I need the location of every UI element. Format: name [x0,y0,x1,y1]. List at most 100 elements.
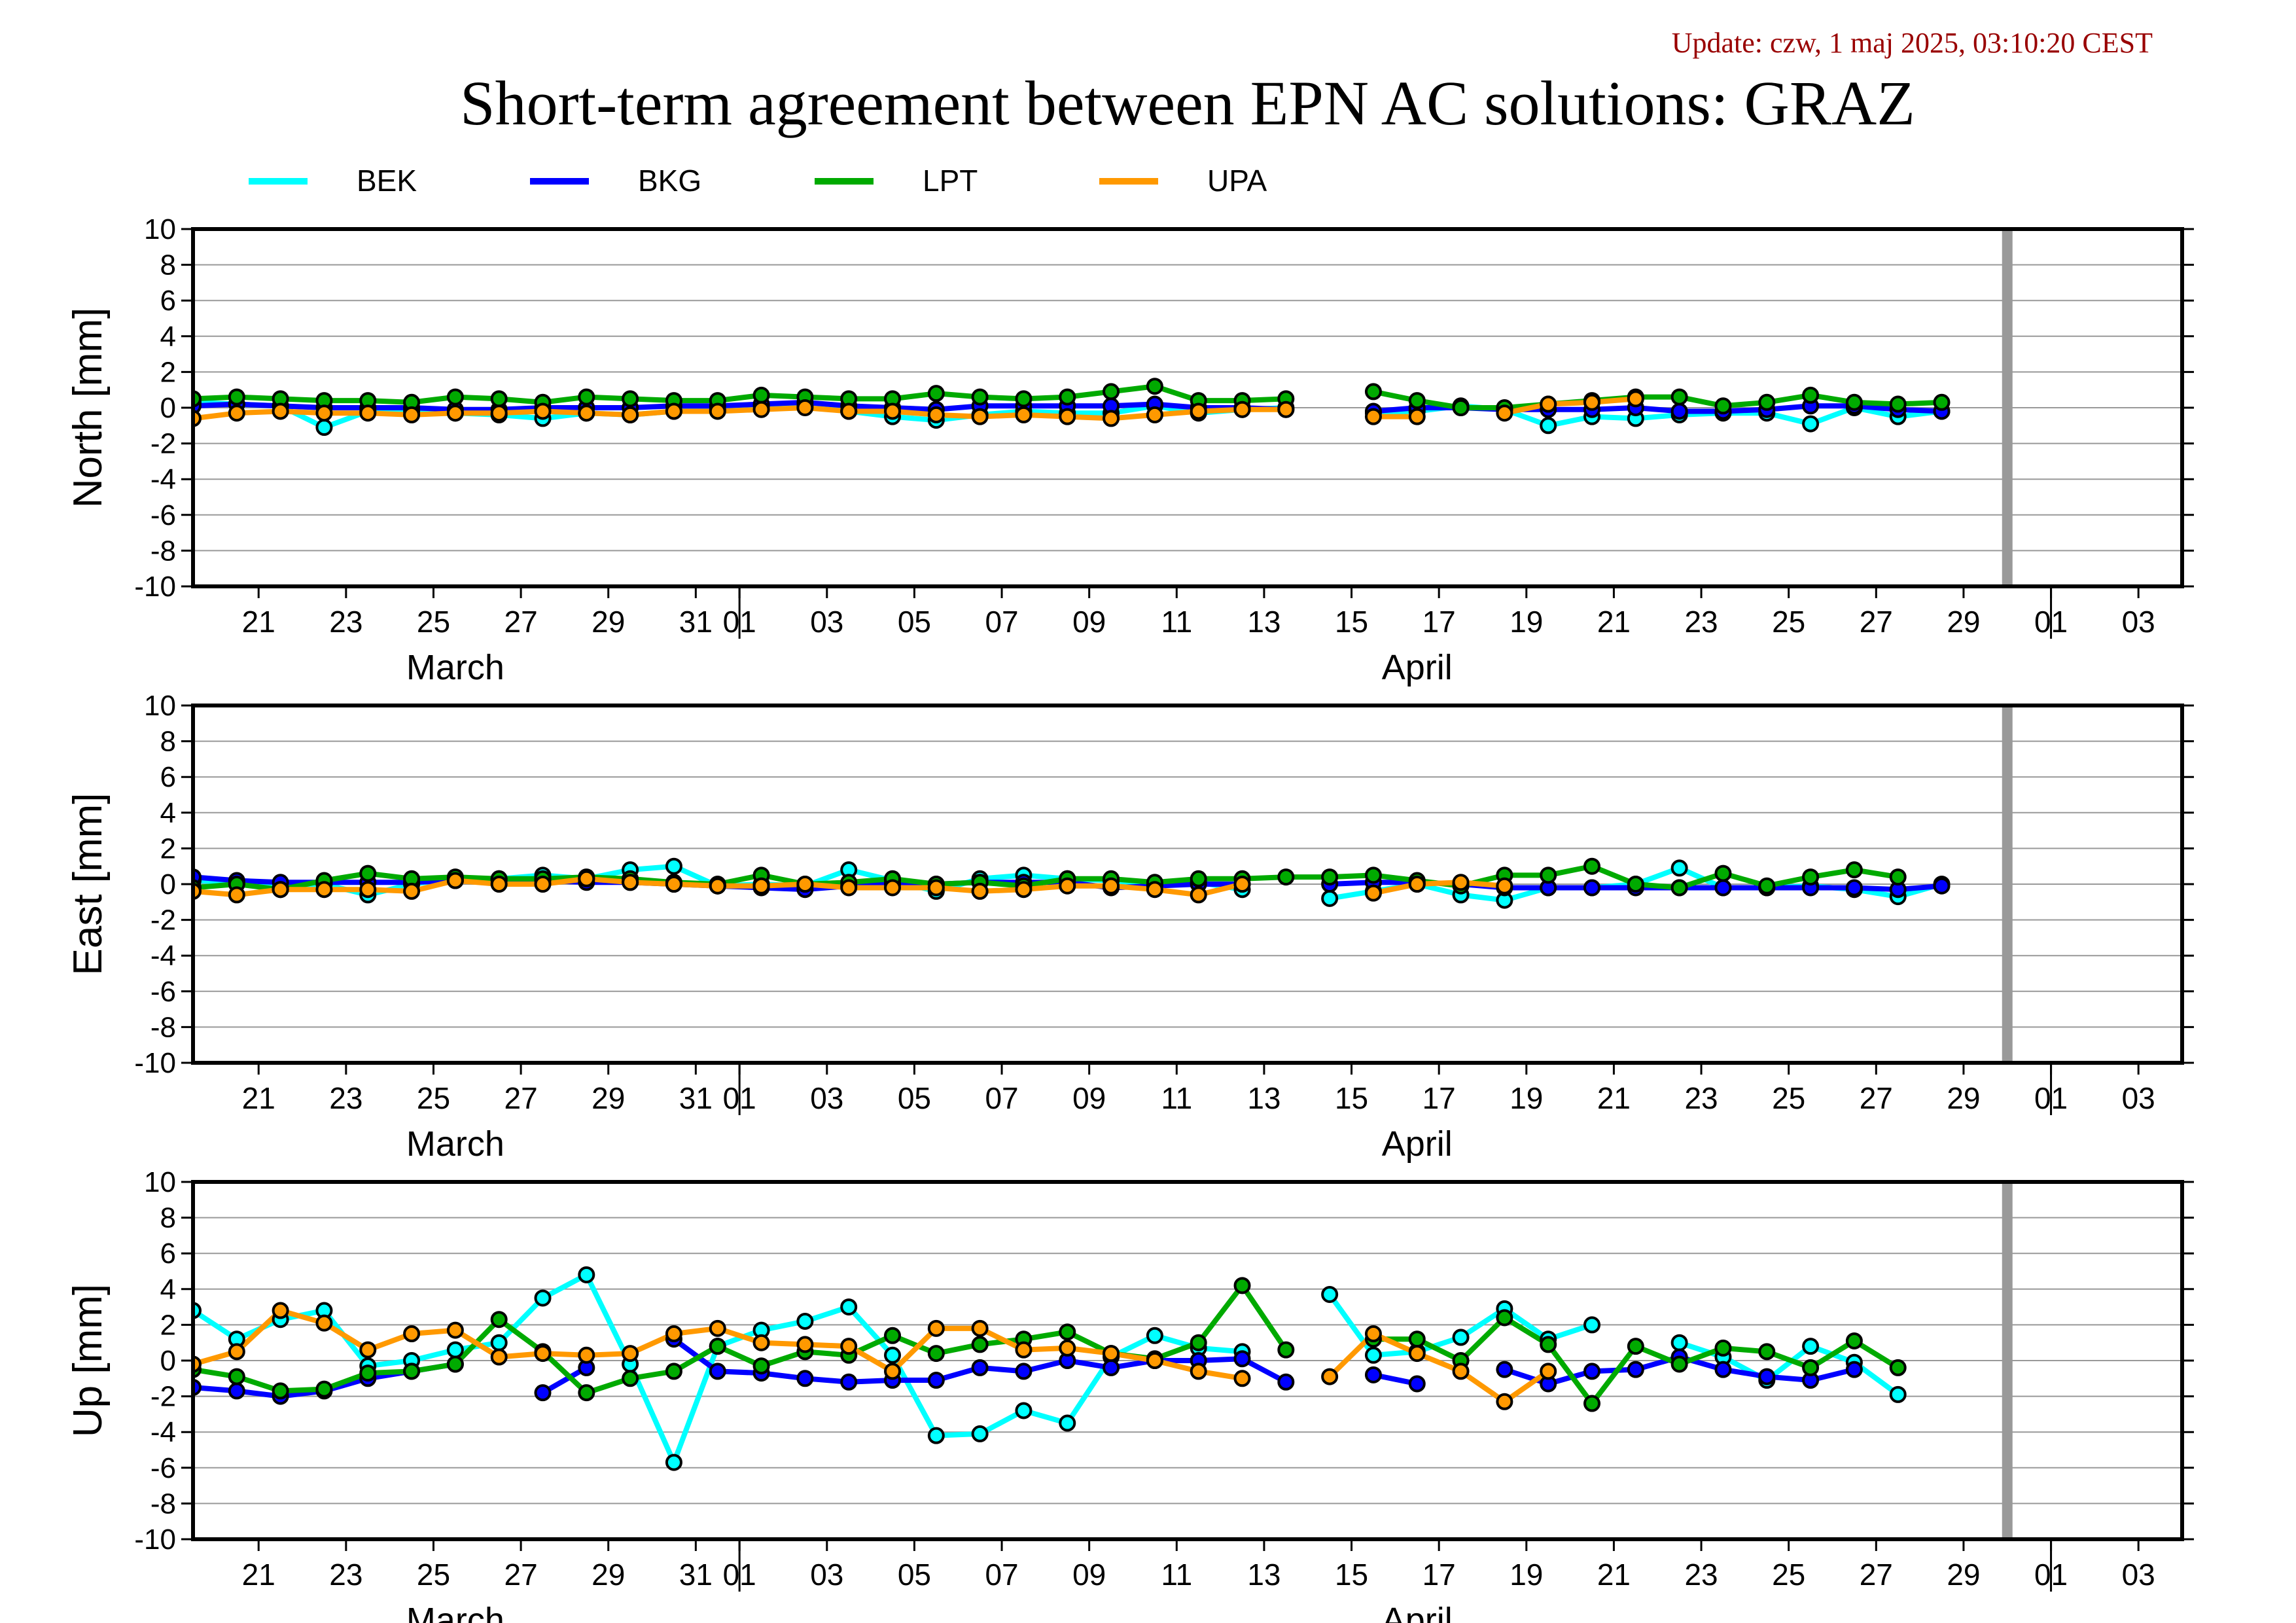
data-point-upa [446,1321,464,1339]
x-tick-label: 09 [1072,605,1106,639]
current-date-marker [2002,229,2013,586]
y-tick-label: -6 [150,976,176,1008]
data-point-bkg [1714,879,1732,897]
x-tick-label: 29 [592,1081,625,1115]
x-tick-label: 17 [1422,1081,1456,1115]
data-point-bkg [1277,1373,1295,1391]
y-tick-label: 8 [160,249,176,281]
data-point-bkg [1015,1363,1033,1380]
data-point-upa [1059,408,1076,425]
y-tick-label: -2 [150,904,176,936]
x-tick-label: 13 [1247,605,1280,639]
data-point-upa [796,399,814,416]
data-point-bkg [709,1363,726,1380]
x-tick-label: 13 [1247,1558,1280,1592]
x-tick-label: 25 [1772,1558,1805,1592]
y-axis-label: East [mm] [65,793,111,975]
data-point-lpt [1889,1359,1907,1376]
data-point-upa [622,874,639,891]
x-tick-label: 27 [504,1558,538,1592]
legend-item-lpt: LPT [815,164,978,198]
data-point-lpt [490,390,508,408]
data-point-lpt [1190,870,1207,887]
series-line-lpt [193,863,1899,893]
data-point-lpt [1758,1343,1776,1361]
x-tick-label: 11 [1161,1558,1192,1592]
y-tick-label: -8 [150,535,176,567]
data-point-upa [1015,881,1033,899]
data-point-lpt [622,390,639,408]
month-label: March [406,648,504,687]
data-point-upa [971,1319,989,1337]
legend-item-upa: UPA [1099,164,1267,198]
data-point-lpt [1845,393,1863,411]
plot-frame [191,227,2184,588]
data-point-lpt [272,1382,289,1400]
x-tick-label: 07 [985,1081,1018,1115]
data-point-upa [315,1314,333,1332]
data-point-upa [1408,1345,1426,1363]
x-tick-label: 11 [1161,605,1192,639]
data-point-lpt [446,388,464,406]
x-tick-label: 03 [810,605,843,639]
data-point-lpt [1802,386,1820,404]
data-point-upa [534,1345,552,1363]
x-tick-label: 29 [1947,1558,1980,1592]
x-tick-label: 21 [1597,1081,1631,1115]
x-tick-label: 05 [898,605,931,639]
legend-item-bkg: BKG [530,164,701,198]
y-tick-label: -2 [150,428,176,460]
data-point-upa [403,1325,421,1343]
data-point-lpt [1714,397,1732,415]
data-point-bek [971,1425,989,1442]
data-point-upa [971,882,989,900]
data-point-upa [665,876,682,893]
panel-north: -10 -8 -6 -4-2 0 24 6 8 10 North [mm] 21 23 25 27 29 31… [65,213,2194,687]
data-point-lpt [1845,1332,1863,1349]
plot-frame [191,704,2184,1065]
series-line-lpt [193,383,1286,405]
x-tick-label: 03 [810,1558,843,1592]
data-point-upa [1015,406,1033,423]
x-tick-label: 27 [504,605,538,639]
data-point-upa [446,404,464,422]
data-point-upa [1408,408,1426,425]
data-point-lpt [1845,861,1863,879]
y-tick-label: -8 [150,1011,176,1043]
x-tick-label: 29 [592,1558,625,1592]
data-point-lpt [359,1364,377,1382]
data-point-upa [622,406,639,423]
x-tick-label: 17 [1422,605,1456,639]
data-point-upa [490,1348,508,1366]
data-point-upa [796,1336,814,1353]
data-point-upa [1408,876,1426,893]
data-point-bkg [1583,879,1601,897]
x-tick-label: 31 [679,1558,713,1592]
x-tick-label: 23 [329,605,362,639]
data-point-lpt [1321,868,1339,886]
data-point-upa [1190,402,1207,420]
x-tick-label: 25 [1772,605,1805,639]
data-point-upa [315,404,333,422]
data-point-lpt [927,1345,945,1363]
data-point-lpt [359,865,377,882]
data-point-upa [1496,1393,1513,1410]
y-tick-label: 4 [160,1274,176,1306]
data-point-lpt [1583,1395,1601,1412]
x-tick-label: 19 [1510,605,1543,639]
x-tick-label: 03 [2122,1081,2155,1115]
data-point-lpt [1933,393,1951,411]
x-tick-label: 31 [679,1081,713,1115]
data-point-lpt [752,1357,770,1375]
data-point-lpt [1670,879,1688,897]
legend-label-upa: UPA [1207,164,1267,198]
y-tick-label: -2 [150,1381,176,1413]
data-point-upa [490,404,508,422]
month-label: March [406,1124,504,1164]
data-point-lpt [971,388,989,406]
x-tick-label: 15 [1335,605,1368,639]
data-point-upa [578,404,595,422]
data-point-upa [796,876,814,893]
data-point-bkg [1496,1361,1513,1378]
data-point-upa [272,402,289,420]
